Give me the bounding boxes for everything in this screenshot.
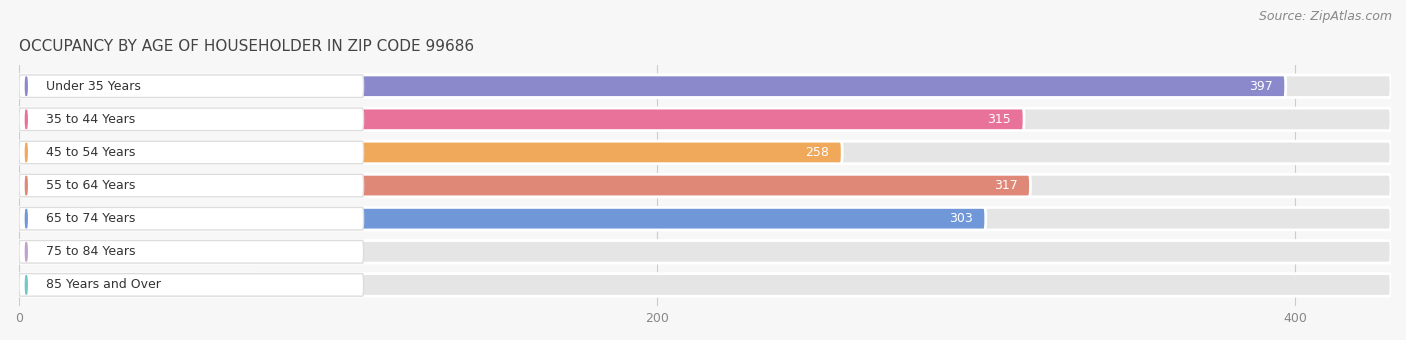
Text: 258: 258 <box>806 146 830 159</box>
Text: 74: 74 <box>226 245 242 258</box>
Text: 315: 315 <box>987 113 1011 126</box>
FancyBboxPatch shape <box>20 174 1031 197</box>
Circle shape <box>25 143 27 162</box>
Text: 0: 0 <box>38 278 46 291</box>
Text: 35 to 44 Years: 35 to 44 Years <box>46 113 135 126</box>
Text: OCCUPANCY BY AGE OF HOUSEHOLDER IN ZIP CODE 99686: OCCUPANCY BY AGE OF HOUSEHOLDER IN ZIP C… <box>20 39 474 54</box>
Text: Source: ZipAtlas.com: Source: ZipAtlas.com <box>1258 10 1392 23</box>
Circle shape <box>25 209 27 228</box>
FancyBboxPatch shape <box>20 141 364 164</box>
Text: 317: 317 <box>994 179 1018 192</box>
FancyBboxPatch shape <box>20 108 364 131</box>
FancyBboxPatch shape <box>20 75 364 98</box>
FancyBboxPatch shape <box>20 274 364 296</box>
FancyBboxPatch shape <box>20 141 1391 164</box>
FancyBboxPatch shape <box>20 207 1391 230</box>
Text: 85 Years and Over: 85 Years and Over <box>46 278 162 291</box>
Text: 55 to 64 Years: 55 to 64 Years <box>46 179 136 192</box>
FancyBboxPatch shape <box>20 240 254 263</box>
FancyBboxPatch shape <box>20 75 1391 98</box>
FancyBboxPatch shape <box>20 207 364 230</box>
Circle shape <box>25 242 27 261</box>
FancyBboxPatch shape <box>20 274 1391 296</box>
Text: 75 to 84 Years: 75 to 84 Years <box>46 245 136 258</box>
FancyBboxPatch shape <box>20 240 364 263</box>
Circle shape <box>25 110 27 129</box>
Circle shape <box>25 176 27 195</box>
FancyBboxPatch shape <box>20 207 986 230</box>
FancyBboxPatch shape <box>20 240 1391 263</box>
FancyBboxPatch shape <box>20 108 1391 131</box>
FancyBboxPatch shape <box>20 174 364 197</box>
Text: 45 to 54 Years: 45 to 54 Years <box>46 146 136 159</box>
Text: Under 35 Years: Under 35 Years <box>46 80 141 93</box>
Circle shape <box>25 275 27 294</box>
Text: 303: 303 <box>949 212 973 225</box>
FancyBboxPatch shape <box>20 75 1285 98</box>
Text: 65 to 74 Years: 65 to 74 Years <box>46 212 136 225</box>
FancyBboxPatch shape <box>20 108 1024 131</box>
Text: 397: 397 <box>1249 80 1272 93</box>
FancyBboxPatch shape <box>20 174 1391 197</box>
FancyBboxPatch shape <box>20 141 842 164</box>
Circle shape <box>25 77 27 96</box>
